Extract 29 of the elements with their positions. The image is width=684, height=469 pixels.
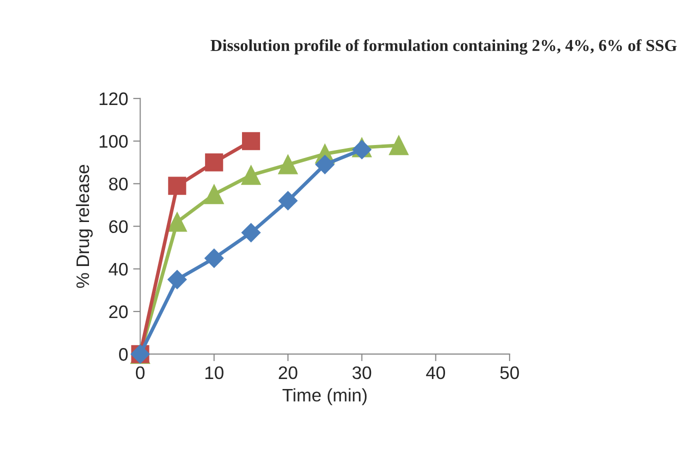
y-tick-label: 80	[109, 178, 128, 190]
point	[241, 165, 261, 185]
point	[204, 248, 224, 268]
x-tick-label: 10	[205, 366, 224, 380]
x-tick-label: 30	[352, 366, 372, 380]
point	[278, 191, 298, 210]
y-tick-label: 60	[109, 220, 128, 234]
point	[204, 184, 224, 204]
point	[389, 136, 408, 156]
point	[168, 270, 187, 290]
x-axis-title: Time (min)	[282, 388, 367, 406]
y-axis-title: % Drug release	[76, 164, 93, 288]
point	[242, 132, 260, 150]
y-tick-label: 120	[100, 92, 128, 106]
x-tick-label: 20	[278, 366, 298, 380]
point	[315, 154, 334, 174]
point	[241, 223, 261, 242]
point	[167, 212, 187, 232]
point	[278, 154, 298, 174]
y-tick-label: 0	[119, 348, 128, 361]
point	[205, 153, 224, 172]
chart-title: Dissolution profile of formulation containing 2%, 4%, 6% of SSG	[210, 39, 677, 55]
x-tick-label: 50	[500, 366, 519, 380]
x-tick-label: 40	[426, 366, 446, 380]
point	[168, 176, 186, 195]
y-tick-label: 100	[100, 135, 128, 148]
y-tick-label: 40	[108, 262, 128, 276]
y-tick-label: 20	[109, 305, 128, 318]
x-tick-label: 0	[136, 366, 145, 380]
